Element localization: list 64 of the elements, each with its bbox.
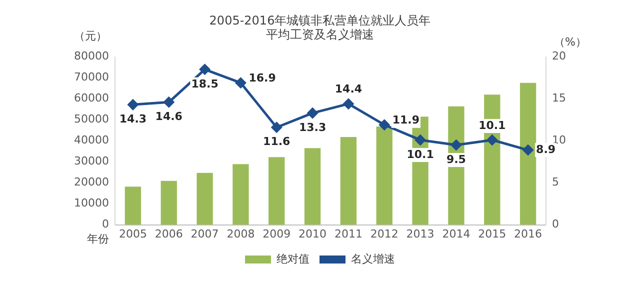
- x-tick-label: 2014: [442, 227, 470, 240]
- data-label: 10.1: [478, 118, 506, 132]
- data-label: 13.3: [298, 120, 326, 134]
- x-tick-label: 2006: [154, 227, 183, 240]
- data-label: 14.4: [334, 82, 362, 96]
- legend-label: 名义增速: [351, 252, 395, 266]
- data-label: 10.1: [406, 148, 434, 161]
- x-tick-label: 2016: [514, 227, 542, 240]
- x-tick-label: 2005: [118, 227, 147, 240]
- point: [235, 78, 246, 88]
- bar: [520, 82, 536, 225]
- data-label: 8.9: [536, 142, 556, 156]
- bar: [196, 172, 213, 225]
- point: [200, 64, 210, 75]
- legend-label: 绝对值: [276, 252, 310, 266]
- data-label: 16.9: [248, 72, 276, 85]
- point: [164, 96, 174, 108]
- y2-tick-label: 15: [552, 92, 566, 105]
- data-label: 11.9: [392, 114, 420, 127]
- point: [522, 144, 534, 156]
- bar: [268, 157, 285, 225]
- data-label: 14.6: [155, 110, 183, 124]
- chart-title: 2005-2016年城镇非私营单位就业人员年平均工资及名义增速: [209, 13, 431, 42]
- point: [307, 108, 318, 118]
- y-tick-label: 0: [102, 218, 109, 231]
- bar: [376, 126, 392, 225]
- data-label: 9.5: [446, 152, 466, 166]
- x-tick-label: 2011: [334, 227, 362, 240]
- y-tick-label: 60000: [74, 92, 109, 105]
- y2-tick-label: 5: [552, 176, 560, 189]
- y-tick-label: 40000: [74, 134, 109, 147]
- data-label: 11.6: [263, 135, 291, 148]
- x-tick-label: 2010: [298, 227, 327, 240]
- point: [450, 140, 462, 150]
- y-tick-label: 30000: [74, 154, 109, 168]
- data-label: 18.5: [191, 77, 218, 90]
- data-label: 14.3: [119, 112, 147, 126]
- x-tick-label: 2015: [478, 227, 506, 240]
- x-tick-label: 2007: [190, 227, 219, 240]
- y-axis-title: （元）: [74, 30, 107, 43]
- x-tick-label: 2012: [370, 227, 398, 240]
- y-tick-label: 80000: [74, 50, 109, 63]
- y2-axis-title: （%）: [554, 36, 586, 49]
- bar: [340, 137, 357, 225]
- x-tick-label: 2008: [226, 227, 255, 240]
- y-tick-label: 50000: [74, 112, 109, 126]
- point: [271, 122, 282, 133]
- y2-tick-label: 20: [552, 50, 566, 63]
- x-axis-title: 年份: [86, 232, 109, 246]
- y-tick-label: 20000: [74, 176, 109, 189]
- y-tick-label: 70000: [74, 70, 109, 84]
- point: [415, 134, 426, 146]
- x-tick-label: 2009: [262, 227, 291, 240]
- bar: [232, 164, 249, 225]
- point: [486, 134, 498, 146]
- bar: [160, 180, 177, 225]
- bar: [124, 186, 142, 225]
- x-tick-label: 2013: [406, 227, 434, 240]
- bar: [304, 148, 321, 225]
- y-tick-label: 10000: [74, 196, 109, 210]
- point: [128, 99, 138, 110]
- point: [379, 120, 390, 130]
- y2-tick-label: 0: [552, 218, 560, 231]
- point: [343, 98, 354, 110]
